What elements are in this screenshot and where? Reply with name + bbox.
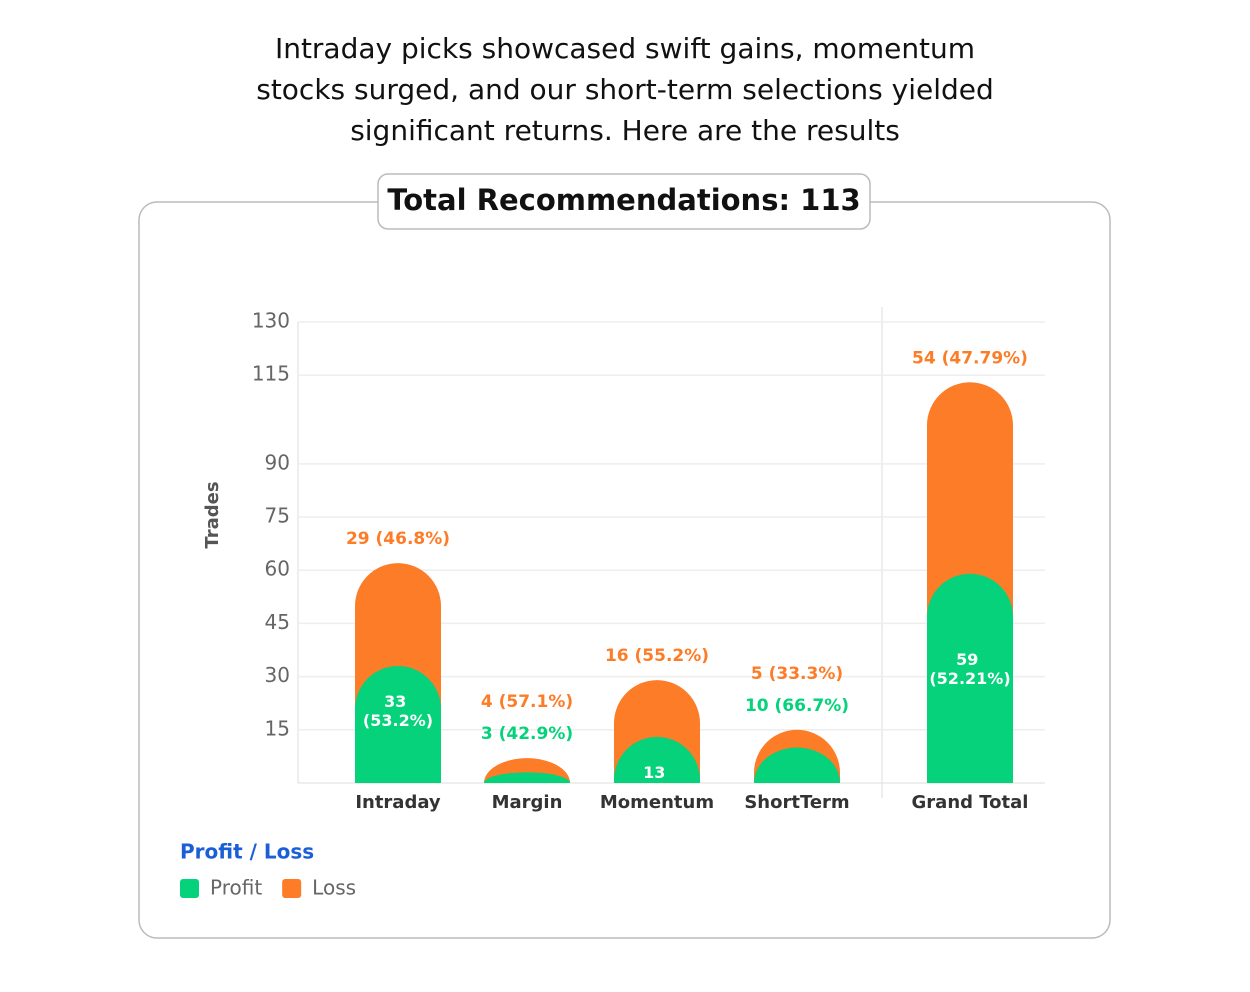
data-label: 59 (52.21%) bbox=[929, 649, 1010, 687]
legend-label: Profit bbox=[210, 876, 262, 900]
legend-swatch bbox=[180, 879, 199, 898]
legend-title: Profit / Loss bbox=[180, 840, 314, 864]
data-label: 54 (47.79%) bbox=[912, 348, 1028, 368]
y-tick-label: 30 bbox=[265, 663, 290, 687]
y-tick-label: 15 bbox=[265, 716, 290, 740]
y-tick-label: 115 bbox=[252, 362, 290, 386]
y-tick-label: 75 bbox=[265, 504, 290, 528]
data-label: 5 (33.3%) bbox=[751, 664, 843, 684]
bar-segment bbox=[484, 772, 570, 783]
heading-line: stocks surged, and our short-term select… bbox=[256, 73, 994, 106]
heading-line: significant returns. Here are the result… bbox=[350, 114, 900, 147]
bar-segment bbox=[614, 736, 700, 783]
x-tick-label: Grand Total bbox=[912, 792, 1029, 813]
y-tick-label: 60 bbox=[265, 557, 290, 581]
data-label: 16 (55.2%) bbox=[605, 646, 709, 666]
heading: Intraday picks showcased swift gains, mo… bbox=[256, 32, 994, 147]
x-tick-label: Margin bbox=[492, 792, 563, 813]
legend-label: Loss bbox=[312, 876, 356, 900]
x-tick-label: ShortTerm bbox=[744, 792, 849, 813]
y-axis-label: Trades bbox=[202, 481, 223, 548]
bar-segment bbox=[927, 573, 1013, 783]
bar-segment bbox=[754, 747, 840, 783]
heading-line: Intraday picks showcased swift gains, mo… bbox=[275, 32, 975, 65]
data-label: 3 (42.9%) bbox=[481, 724, 573, 744]
data-label: 10 (66.7%) bbox=[745, 696, 849, 716]
bar-segment bbox=[355, 665, 441, 783]
x-tick-label: Momentum bbox=[600, 792, 714, 813]
data-label: 29 (46.8%) bbox=[346, 529, 450, 549]
x-tick-label: Intraday bbox=[355, 792, 441, 813]
title-box bbox=[377, 173, 871, 230]
y-tick-label: 45 bbox=[265, 610, 290, 634]
data-label: 13 (44.8%) bbox=[622, 762, 692, 800]
y-tick-label: 130 bbox=[252, 309, 290, 333]
data-label: 4 (57.1%) bbox=[481, 692, 573, 712]
legend-swatch bbox=[282, 879, 302, 898]
chart-title: Total Recommendations: 113 bbox=[387, 183, 860, 217]
data-label: 33 (53.2%) bbox=[363, 691, 433, 729]
y-tick-label: 90 bbox=[265, 450, 290, 474]
